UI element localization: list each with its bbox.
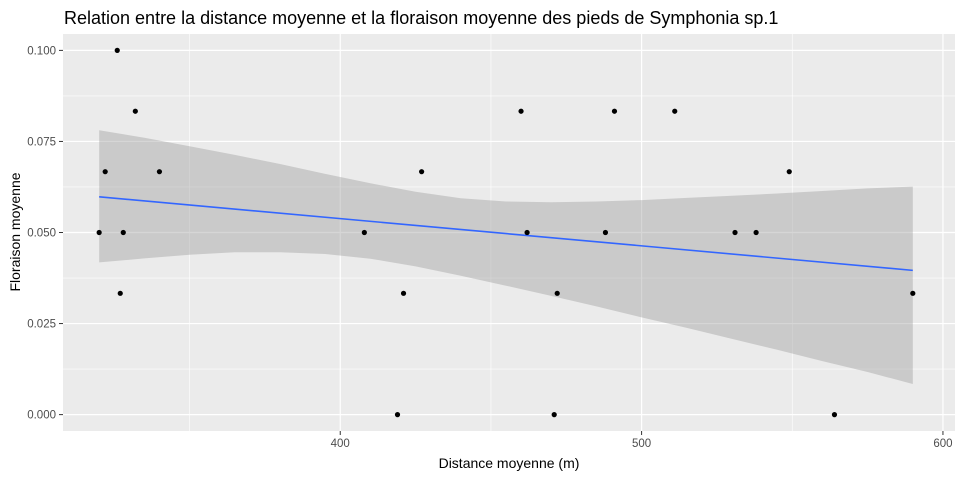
- chart-title: Relation entre la distance moyenne et la…: [64, 8, 778, 28]
- x-tick-label: 400: [331, 438, 350, 450]
- data-point: [419, 169, 425, 175]
- data-points: [96, 47, 916, 418]
- data-point: [132, 108, 138, 114]
- trend-line: [99, 196, 913, 272]
- y-tick-label: 0.100: [27, 45, 56, 57]
- confidence-band: [99, 130, 913, 384]
- data-point: [753, 229, 759, 236]
- data-point: [831, 412, 838, 418]
- y-tick-label: 0.025: [27, 319, 56, 331]
- x-axis-title: Distance moyenne (m): [439, 455, 580, 471]
- y-tick-label: 0.000: [27, 410, 56, 422]
- data-point: [156, 169, 163, 175]
- data-point: [910, 290, 916, 296]
- data-point: [732, 229, 738, 236]
- data-point: [554, 290, 560, 296]
- data-point: [120, 229, 126, 236]
- data-point: [672, 108, 678, 114]
- y-axis-title: Floraison moyenne: [7, 172, 23, 291]
- y-tick-label: 0.075: [27, 136, 56, 148]
- data-point: [551, 412, 557, 418]
- data-point: [400, 290, 407, 296]
- data-point: [114, 47, 120, 53]
- data-point: [524, 229, 530, 236]
- y-tick-label: 0.050: [27, 228, 56, 240]
- data-point: [102, 169, 108, 175]
- data-point: [518, 108, 524, 114]
- data-point: [117, 290, 123, 296]
- x-tick-label: 500: [632, 438, 651, 450]
- data-point: [394, 412, 401, 418]
- trend-line-layer: [99, 196, 913, 272]
- data-point: [611, 108, 618, 114]
- y-axis-ticks: 0.000 0.025 0.050 0.075 0.100: [27, 45, 63, 422]
- data-point: [602, 229, 609, 236]
- x-tick-label: 600: [933, 438, 952, 450]
- major-gridlines: [63, 34, 955, 431]
- x-axis-ticks: 400 500 600: [331, 431, 953, 450]
- data-point: [786, 169, 792, 175]
- data-point: [361, 229, 367, 236]
- data-point: [96, 229, 102, 236]
- confidence-band-layer: [99, 130, 913, 384]
